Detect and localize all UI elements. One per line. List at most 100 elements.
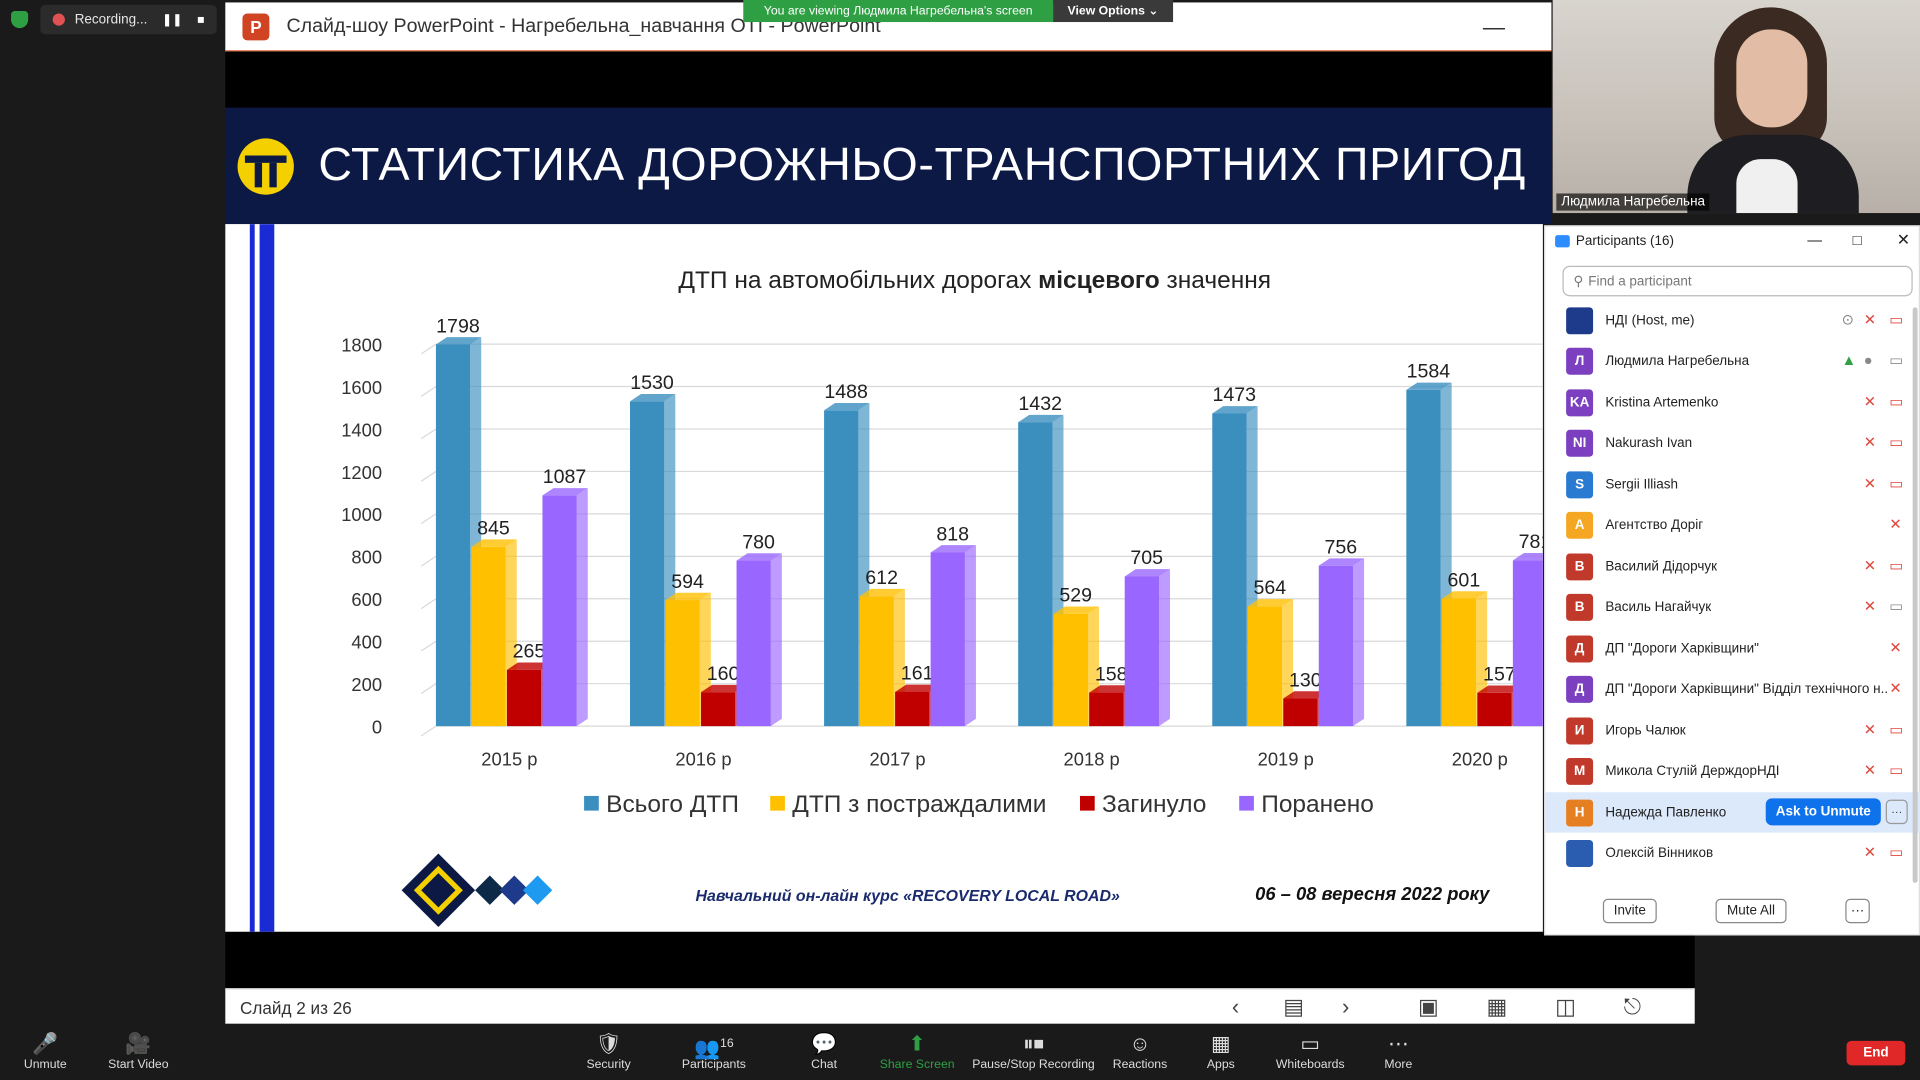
footer-course-text: Навчальний он-лайн курс «RECOVERY LOCAL … <box>695 886 1120 905</box>
participants-button[interactable]: 👥16 Participants <box>659 1031 769 1072</box>
bar <box>1124 576 1159 727</box>
slide-left-stripe <box>249 224 255 932</box>
pause-recording-button[interactable]: ❚❚ <box>162 12 183 27</box>
reactions-button[interactable]: ☺ Reactions <box>1085 1031 1195 1071</box>
participant-row[interactable]: В Василий Дідорчук ✕ ▭ <box>1545 546 1920 586</box>
data-label: 781 <box>1519 531 1543 553</box>
bar-top <box>824 402 870 411</box>
ask-to-unmute-button[interactable]: Ask to Unmute <box>1765 798 1881 826</box>
participant-row[interactable]: Д ДП "Дороги Харківщини" Відділ технічног… <box>1545 669 1920 709</box>
data-label: 564 <box>1253 577 1286 599</box>
participant-avatar <box>1566 839 1594 867</box>
share-screen-label: Share Screen <box>879 1057 955 1072</box>
whiteboards-label: Whiteboards <box>1275 1057 1345 1072</box>
participants-label: Participants <box>681 1057 746 1072</box>
participant-more-button[interactable]: ··· <box>1885 799 1908 825</box>
apps-label: Apps <box>1206 1057 1235 1072</box>
panel-close-icon[interactable]: ✕ <box>1896 230 1911 249</box>
start-video-label: Start Video <box>108 1057 169 1072</box>
gridline-diag <box>420 555 437 567</box>
bar <box>1212 413 1247 727</box>
bar-side <box>770 553 782 727</box>
video-icon: ▭ <box>1889 597 1904 615</box>
reading-view-icon[interactable]: ◫ <box>1555 994 1576 1019</box>
x-tick-label: 2018 р <box>1064 748 1120 769</box>
panel-popout-icon[interactable]: □ <box>1852 231 1862 249</box>
participant-row[interactable]: Н Надежда Павленко Ask to Unmute ··· <box>1545 792 1920 833</box>
video-tile[interactable]: Людмила Нагребельна <box>1552 0 1920 214</box>
whiteboards-button[interactable]: ▭ Whiteboards <box>1255 1031 1365 1071</box>
participant-avatar: В <box>1566 593 1594 621</box>
data-label: 161 <box>901 663 934 685</box>
participant-row[interactable]: М Микола Стулій ДерждорНДІ ✕ ▭ <box>1545 751 1920 791</box>
legend-label: Поранено <box>1261 791 1374 818</box>
participants-title: Participants (16) <box>1575 233 1675 249</box>
participant-row[interactable]: В Василь Нагайчук ✕ ▭ <box>1545 587 1920 627</box>
participant-name: Игорь Чалюк <box>1605 723 1686 738</box>
previous-slide-icon[interactable]: ‹ <box>1231 994 1240 1019</box>
pause-stop-recording-button[interactable]: ⏸⏹ Pause/Stop Recording <box>966 1031 1101 1071</box>
participant-name: Sergii Illiash <box>1605 476 1678 492</box>
participant-row[interactable]: И Игорь Чалюк ✕ ▭ <box>1545 710 1920 750</box>
participant-row[interactable]: Д ДП "Дороги Харківщини" ✕ <box>1545 628 1920 668</box>
bar-top <box>1018 414 1064 423</box>
video-off-icon: ▭ <box>1889 843 1904 861</box>
recording-dot-icon <box>52 13 65 26</box>
participant-row[interactable]: S Sergii Illiash ✕ ▭ <box>1545 464 1920 504</box>
chart-svg: ДТП на автомобільних дорогах місцевого з… <box>341 267 1543 818</box>
y-tick-label: 1600 <box>341 377 382 398</box>
participant-avatar: И <box>1566 716 1594 744</box>
panel-more-button[interactable]: ··· <box>1845 898 1870 924</box>
minimize-button[interactable]: — <box>1482 14 1505 40</box>
participant-search-input[interactable]: ⚲ Find a participant <box>1562 265 1913 297</box>
participant-row[interactable]: НДІ (Host, me) ⊙ ✕ ▭ <box>1545 300 1920 340</box>
normal-view-icon[interactable]: ▣ <box>1417 994 1439 1019</box>
next-slide-icon[interactable]: › <box>1342 994 1350 1019</box>
participant-avatar: Н <box>1566 798 1594 826</box>
list-scrollbar[interactable] <box>1912 307 1918 883</box>
start-video-button[interactable]: 🎥 Start Video <box>83 1031 193 1071</box>
legend-swatch <box>770 795 785 811</box>
security-shield-icon[interactable] <box>11 11 29 29</box>
person-face <box>1736 29 1808 128</box>
panel-minimize-icon[interactable]: — <box>1807 231 1823 249</box>
shield-icon: 🛡 <box>595 1032 622 1056</box>
data-label: 1798 <box>436 315 480 337</box>
share-screen-button[interactable]: ⬆ Share Screen <box>862 1031 972 1071</box>
data-label: 612 <box>865 567 898 589</box>
participant-name: Микола Стулій ДерждорНДІ <box>1605 763 1780 779</box>
bar <box>1283 698 1318 727</box>
slide-letterbox-top <box>225 51 1552 108</box>
participant-row[interactable]: Л Людмила Нагребельна ▲ ● ▭ <box>1545 340 1920 380</box>
participant-name: Василь Нагайчук <box>1605 599 1712 615</box>
participant-row[interactable]: KA Kristina Artemenko ✕ ▭ <box>1545 382 1920 422</box>
view-options-button[interactable]: View Options ⌄ <box>1053 0 1174 23</box>
chat-button[interactable]: 💬 Chat <box>769 1031 879 1071</box>
security-button[interactable]: 🛡 Security <box>553 1031 663 1071</box>
slide-list-icon[interactable]: ▤ <box>1283 994 1305 1019</box>
slideshow-view-icon[interactable]: ⎋ <box>1623 994 1642 1019</box>
end-meeting-button[interactable]: End <box>1846 1040 1906 1066</box>
stop-recording-button[interactable]: ■ <box>197 12 205 27</box>
invite-button[interactable]: Invite <box>1602 898 1657 924</box>
bar <box>471 546 506 727</box>
unmute-button[interactable]: 🎤 Unmute <box>0 1031 100 1071</box>
participants-panel: Participants (16) — □ ✕ ⚲ Find a partici… <box>1544 225 1920 936</box>
legend-swatch <box>1080 795 1095 811</box>
search-icon: ⚲ <box>1573 274 1584 289</box>
more-button[interactable]: ⋯ More <box>1343 1031 1453 1071</box>
participant-row[interactable]: NI Nakurash Ivan ✕ ▭ <box>1545 422 1920 462</box>
mute-all-button[interactable]: Mute All <box>1715 898 1787 924</box>
data-label: 845 <box>477 518 510 540</box>
muted-mic-icon: ✕ <box>1889 639 1902 657</box>
data-label: 1488 <box>824 381 868 403</box>
ppt-window-title: Слайд-шоу PowerPoint - Нагребельна_навча… <box>286 15 881 37</box>
data-label: 1087 <box>543 466 587 488</box>
bar <box>1512 560 1543 727</box>
apps-button[interactable]: ▦ Apps <box>1166 1031 1276 1071</box>
participant-row[interactable]: А Агентство Доріг ✕ <box>1545 504 1920 544</box>
whiteboard-icon: ▭ <box>1300 1032 1321 1056</box>
slide-sorter-icon[interactable]: ▦ <box>1486 994 1508 1019</box>
bar-top <box>1247 599 1294 607</box>
participant-row[interactable]: Олексій Вінников ✕ ▭ <box>1545 833 1920 873</box>
